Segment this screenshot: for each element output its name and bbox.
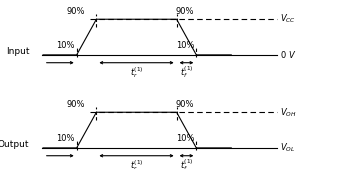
Text: 10%: 10% (176, 134, 194, 143)
Text: $0\ V$: $0\ V$ (281, 49, 297, 60)
Text: $V_{OL}$: $V_{OL}$ (281, 142, 296, 154)
Text: 10%: 10% (176, 41, 194, 50)
Text: Output: Output (0, 140, 29, 149)
Text: $t_r^{(1)}$: $t_r^{(1)}$ (130, 158, 143, 169)
Text: 10%: 10% (56, 134, 75, 143)
Text: $t_f^{(1)}$: $t_f^{(1)}$ (180, 65, 193, 80)
Text: $V_{OH}$: $V_{OH}$ (281, 106, 297, 118)
Text: 90%: 90% (175, 7, 194, 16)
Text: 10%: 10% (56, 41, 75, 50)
Text: Input: Input (6, 47, 29, 56)
Text: 90%: 90% (66, 100, 84, 109)
Text: 90%: 90% (66, 7, 84, 16)
Text: 90%: 90% (175, 100, 194, 109)
Text: $t_f^{(1)}$: $t_f^{(1)}$ (180, 158, 193, 169)
Text: $t_r^{(1)}$: $t_r^{(1)}$ (130, 65, 143, 80)
Text: $V_{CC}$: $V_{CC}$ (281, 13, 297, 26)
